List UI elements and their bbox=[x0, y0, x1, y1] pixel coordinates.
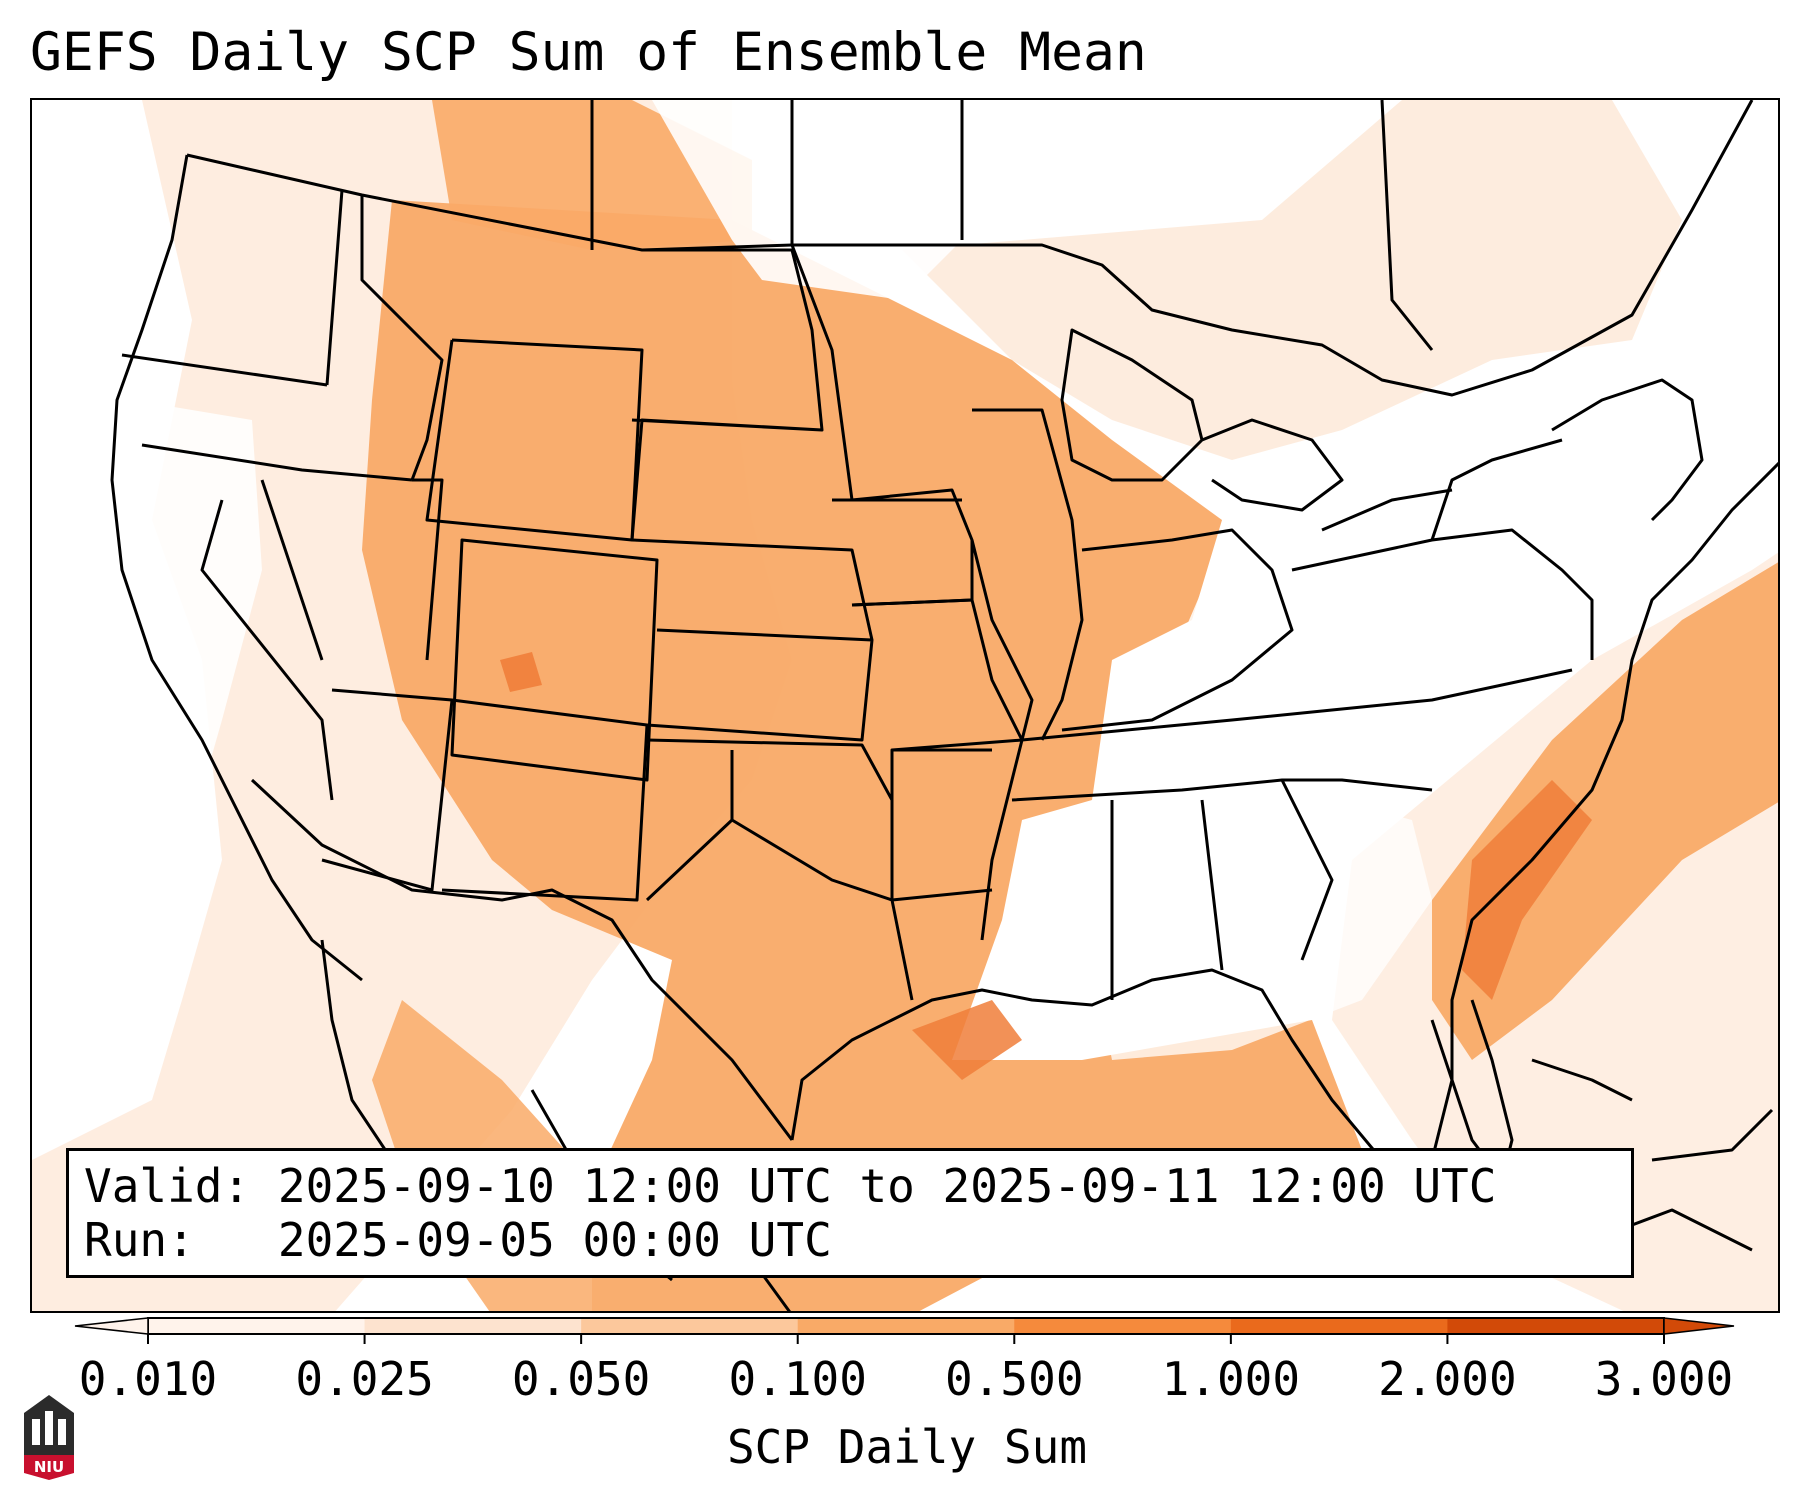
ohio-valley bbox=[1061, 528, 1294, 732]
colorbar-tick-label: 1.000 bbox=[1161, 1352, 1301, 1406]
colorbar-tick-label: 0.100 bbox=[728, 1352, 867, 1406]
scp-map bbox=[32, 100, 1778, 1311]
wisconsin-illinois bbox=[972, 408, 1084, 741]
scp-white-gap-southeast bbox=[1092, 780, 1432, 1060]
colorbar-tick-label: 2.000 bbox=[1378, 1352, 1517, 1406]
mid-atlantic bbox=[1291, 438, 1594, 660]
colorbar-segment bbox=[1230, 1318, 1448, 1334]
colorbar-segment bbox=[148, 1318, 366, 1334]
great-lakes bbox=[1060, 328, 1453, 532]
nebraska-kansas bbox=[631, 538, 874, 742]
colorbar-tick-label: 0.025 bbox=[295, 1352, 434, 1406]
valid-run-box: Valid: 2025-09-10 12:00 UTC to 2025-09-1… bbox=[66, 1148, 1634, 1278]
run-value: 2025-09-05 00:00 UTC bbox=[277, 1213, 832, 1267]
gulf-coast bbox=[790, 461, 1778, 1162]
colorbar-segment bbox=[797, 1318, 1015, 1334]
colorbar-ticks bbox=[147, 1334, 1665, 1344]
nevada-utah bbox=[200, 478, 444, 801]
dakotas bbox=[630, 248, 824, 541]
new-england bbox=[1551, 378, 1704, 522]
valid-line: Valid: 2025-09-10 12:00 UTC to 2025-09-1… bbox=[84, 1159, 1631, 1213]
southeast-states bbox=[1011, 778, 1433, 1000]
scp-white-gap-dakotas bbox=[652, 100, 962, 300]
colorbar-segment bbox=[581, 1318, 799, 1334]
tennessee-kentucky bbox=[1021, 668, 1573, 742]
colorbar-tick-label: 0.010 bbox=[78, 1352, 218, 1406]
scp-white-gap-california bbox=[72, 400, 262, 860]
idaho-montana bbox=[325, 189, 444, 481]
scp-light-field-north bbox=[902, 100, 1682, 460]
scp-medium-field-plains bbox=[362, 200, 1362, 1311]
valid-label: Valid: bbox=[84, 1159, 251, 1213]
colorbar-tick-label: 0.500 bbox=[945, 1352, 1084, 1406]
scp-dark-field-atlantic bbox=[1462, 780, 1592, 1000]
colorbar-extend-right bbox=[1663, 1317, 1735, 1335]
colorbar-segments bbox=[147, 1317, 1665, 1335]
west-coast bbox=[110, 154, 363, 982]
scp-dark-field-gulf bbox=[912, 1000, 1022, 1080]
colorado bbox=[450, 538, 659, 782]
scp-white-gap-northeast bbox=[1172, 400, 1632, 800]
colorbar-extend-left bbox=[74, 1317, 149, 1335]
niu-logo: NIU bbox=[24, 1395, 74, 1480]
colorbar-title: SCP Daily Sum bbox=[726, 1420, 1088, 1474]
colorbar-tick-label: 0.050 bbox=[511, 1352, 651, 1406]
run-line: Run: 2025-09-05 00:00 UTC bbox=[84, 1213, 1631, 1267]
scp-medium-field-atlantic bbox=[1432, 562, 1778, 1060]
run-label: Run: bbox=[84, 1213, 195, 1267]
colorbar bbox=[74, 1317, 1735, 1344]
oregon-washington bbox=[121, 353, 413, 482]
colorbar-segment bbox=[1447, 1318, 1665, 1334]
colorbar-segment bbox=[1014, 1318, 1232, 1334]
colorbar-tick-label: 3.000 bbox=[1594, 1352, 1734, 1406]
mexico-border bbox=[250, 778, 794, 1141]
map-panel bbox=[30, 98, 1780, 1313]
colorbar-segment bbox=[364, 1318, 582, 1334]
scp-dark-spot-utah bbox=[500, 652, 542, 692]
canada-provinces bbox=[590, 100, 1434, 351]
canada-border bbox=[186, 100, 1754, 397]
map-title: GEFS Daily SCP Sum of Ensemble Mean bbox=[30, 22, 1147, 83]
valid-value: 2025-09-10 12:00 UTC to 2025-09-11 12:00… bbox=[277, 1159, 1497, 1213]
svg-text:NIU: NIU bbox=[34, 1458, 64, 1476]
scp-shading bbox=[32, 100, 1778, 1311]
arizona-newmexico bbox=[321, 688, 649, 902]
